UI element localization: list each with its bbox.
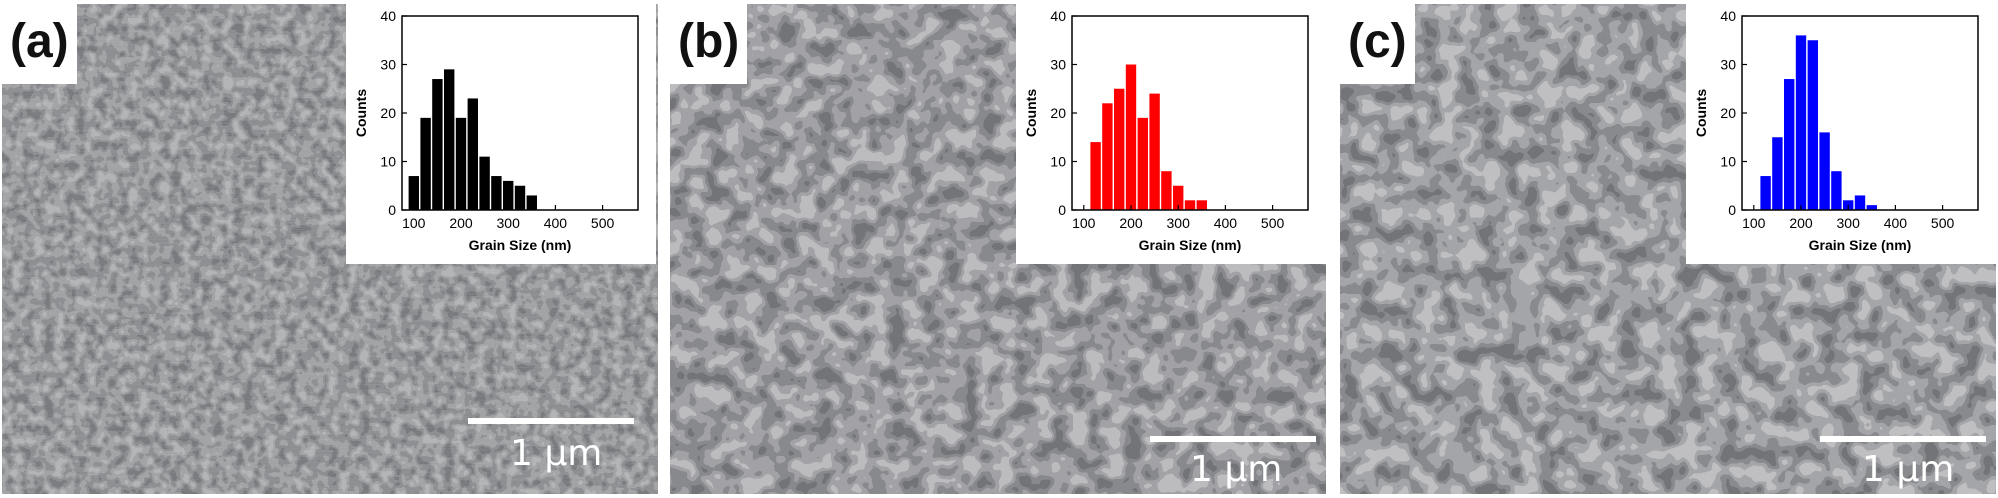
histogram-bar (1819, 132, 1830, 210)
x-axis-label: Grain Size (nm) (1139, 237, 1242, 253)
histogram-bar (1149, 93, 1160, 210)
x-tick-label: 100 (402, 215, 426, 231)
y-tick-label: 20 (380, 105, 396, 121)
histogram-b: 100 200 300 400 500 0 10 20 30 40 Grain Size (nm) C… (1023, 8, 1309, 253)
y-tick-label: 10 (1050, 154, 1066, 170)
y-tick-label: 0 (388, 202, 396, 218)
histogram-bar (1795, 35, 1807, 211)
x-tick-label: 300 (497, 215, 521, 231)
histogram-bar (503, 180, 514, 210)
x-tick-label: 100 (1742, 215, 1766, 231)
y-tick-label: 20 (1720, 105, 1736, 121)
histogram-bar (1807, 40, 1818, 210)
y-tick-label: 10 (380, 154, 396, 170)
y-tick-label: 30 (380, 57, 396, 73)
panel-c: (c) 100 200 300 400 500 0 10 20 30 40 Grain Size (… (1340, 4, 1996, 494)
scale-label-c: 1 μm (1862, 449, 1955, 490)
histogram-bar (1784, 79, 1795, 210)
panel-a: (a) 100 200 300 400 500 0 10 20 30 40 Grain Size (… (2, 4, 658, 494)
histogram-bar (1854, 195, 1866, 210)
scale-bar-c (1820, 436, 1986, 442)
histogram-bar (1173, 185, 1184, 210)
histogram-inset-c: 100 200 300 400 500 0 10 20 30 40 Grain Size (nm) C… (1686, 4, 1996, 264)
histogram-bar (444, 69, 455, 210)
x-tick-label: 400 (544, 215, 568, 231)
panel-label-a: (a) (2, 4, 77, 84)
panel-b: (b) 100 200 300 400 500 0 10 20 30 40 Grain Size (… (670, 4, 1326, 494)
y-tick-label: 40 (1050, 8, 1066, 24)
histogram-bar (420, 117, 431, 210)
histogram-bar (1184, 200, 1196, 210)
histogram-bar (491, 176, 502, 210)
histogram-bar (1831, 171, 1842, 210)
histogram-bar (467, 98, 478, 210)
histogram-a: 100 200 300 400 500 0 10 20 30 40 Grain Size (nm) C… (353, 8, 639, 253)
histogram-bar (1125, 64, 1137, 210)
histogram-bar (526, 195, 537, 210)
x-tick-label: 500 (1261, 215, 1285, 231)
histogram-bar (432, 79, 443, 210)
histogram-bar (1866, 205, 1877, 210)
panel-label-c: (c) (1340, 4, 1415, 84)
x-tick-label: 200 (1789, 215, 1813, 231)
scale-bar-a (468, 418, 634, 424)
x-tick-label: 100 (1072, 215, 1096, 231)
y-tick-label: 40 (1720, 8, 1736, 24)
x-tick-label: 500 (591, 215, 615, 231)
x-tick-label: 300 (1837, 215, 1861, 231)
x-tick-label: 500 (1931, 215, 1955, 231)
histogram-bar (455, 117, 467, 210)
histogram-bar (479, 156, 490, 210)
histogram-bar (1760, 176, 1771, 210)
y-tick-label: 10 (1720, 154, 1736, 170)
histogram-bar (1137, 117, 1148, 210)
y-axis-label: Counts (353, 89, 369, 137)
y-tick-label: 0 (1058, 202, 1066, 218)
histogram-bar (408, 176, 419, 210)
x-axis-label: Grain Size (nm) (469, 237, 572, 253)
histogram-bar (514, 185, 526, 210)
x-tick-label: 200 (1119, 215, 1143, 231)
x-tick-label: 400 (1214, 215, 1238, 231)
histogram-bar (1196, 200, 1207, 210)
y-axis-label: Counts (1023, 89, 1039, 137)
histogram-bar (1102, 103, 1113, 210)
scale-bar-b (1150, 436, 1316, 442)
y-axis-label: Counts (1693, 89, 1709, 137)
y-tick-label: 30 (1720, 57, 1736, 73)
y-tick-label: 40 (380, 8, 396, 24)
scale-label-a: 1 μm (510, 433, 603, 474)
histogram-bar (1161, 171, 1172, 210)
x-axis-label: Grain Size (nm) (1809, 237, 1912, 253)
x-tick-label: 400 (1884, 215, 1908, 231)
panel-label-b: (b) (670, 4, 748, 84)
y-tick-label: 30 (1050, 57, 1066, 73)
scale-label-b: 1 μm (1190, 449, 1283, 490)
y-tick-label: 20 (1050, 105, 1066, 121)
histogram-c: 100 200 300 400 500 0 10 20 30 40 Grain Size (nm) C… (1693, 8, 1979, 253)
x-tick-label: 300 (1167, 215, 1191, 231)
y-tick-label: 0 (1728, 202, 1736, 218)
histogram-inset-a: 100 200 300 400 500 0 10 20 30 40 Grain Size (nm) C… (346, 4, 656, 264)
histogram-bar (1772, 137, 1783, 210)
histogram-inset-b: 100 200 300 400 500 0 10 20 30 40 Grain Size (nm) C… (1016, 4, 1326, 264)
histogram-bar (1090, 142, 1101, 210)
histogram-bar (1114, 88, 1125, 210)
x-tick-label: 200 (449, 215, 473, 231)
